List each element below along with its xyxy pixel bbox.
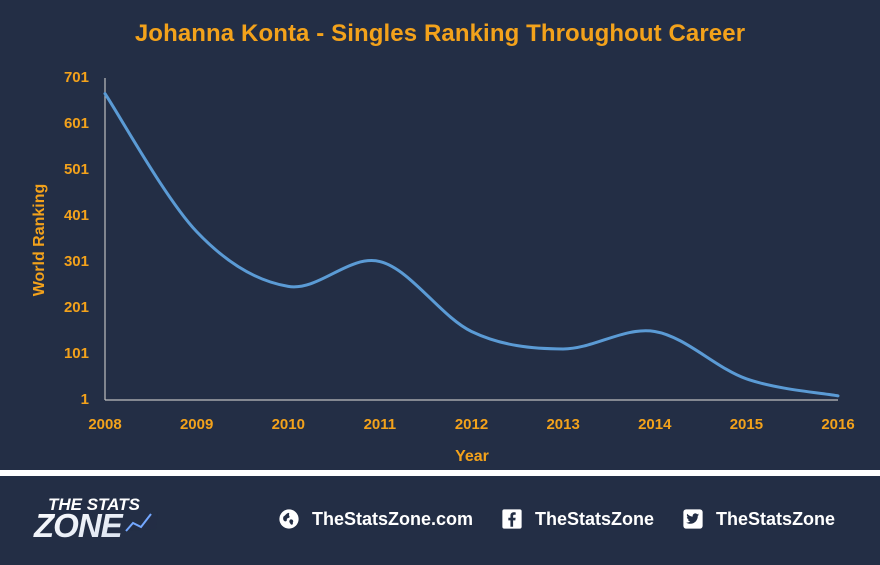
website-link[interactable]: TheStatsZone.com bbox=[278, 507, 473, 531]
y-tick-label-1: 101 bbox=[64, 345, 89, 362]
facebook-link[interactable]: TheStatsZone bbox=[501, 507, 654, 531]
social-links: TheStatsZone.com TheStatsZone TheStatsZo… bbox=[278, 507, 835, 531]
ranking-point-2014 bbox=[654, 330, 656, 332]
x-axis-title: Year bbox=[455, 448, 489, 465]
x-tick-label-3: 2011 bbox=[364, 416, 397, 433]
facebook-icon bbox=[502, 509, 522, 529]
ranking-point-2015 bbox=[745, 378, 747, 380]
y-tick-label-3: 301 bbox=[64, 253, 89, 270]
x-tick-label-8: 2016 bbox=[821, 416, 854, 433]
y-tick-label-0: 1 bbox=[81, 391, 89, 408]
ranking-point-2011 bbox=[379, 260, 381, 262]
footer-bar: THE STATS ZONE TheStatsZone.com TheStats bbox=[0, 476, 880, 565]
y-tick-label-4: 401 bbox=[64, 207, 89, 224]
ranking-point-2013 bbox=[562, 348, 564, 350]
svg-text:ZONE: ZONE bbox=[33, 507, 124, 544]
y-tick-label-5: 501 bbox=[64, 161, 89, 178]
ranking-point-2009 bbox=[195, 230, 197, 232]
chart-panel: Johanna Konta - Singles Ranking Througho… bbox=[0, 0, 880, 470]
x-tick-label-2: 2010 bbox=[272, 416, 305, 433]
ranking-point-2010 bbox=[287, 285, 289, 287]
y-axis-title: World Ranking bbox=[31, 184, 48, 297]
y-tick-label-6: 601 bbox=[64, 115, 89, 132]
twitter-icon bbox=[683, 509, 703, 529]
facebook-link-label: TheStatsZone bbox=[535, 508, 655, 529]
y-tick-label-7: 701 bbox=[64, 69, 89, 86]
line-chart: 1 101 201 301 401 501 601 701 2008 2009 2010 2011 20… bbox=[31, 69, 855, 465]
y-tick-label-2: 201 bbox=[64, 299, 89, 316]
x-tick-label-6: 2014 bbox=[638, 416, 672, 433]
ranking-point-2012 bbox=[470, 330, 472, 332]
x-tick-label-0: 2008 bbox=[88, 416, 121, 433]
chart-title: Johanna Konta - Singles Ranking Througho… bbox=[134, 20, 746, 47]
ranking-series-line bbox=[103, 92, 840, 398]
twitter-link[interactable]: TheStatsZone bbox=[682, 507, 835, 531]
x-tick-label-7: 2015 bbox=[730, 416, 763, 433]
website-link-label: TheStatsZone.com bbox=[312, 508, 474, 529]
twitter-link-label: TheStatsZone bbox=[716, 508, 836, 529]
ranking-point-2016 bbox=[837, 395, 839, 397]
x-tick-label-5: 2013 bbox=[546, 416, 579, 433]
x-tick-label-1: 2009 bbox=[180, 416, 213, 433]
x-tick-label-4: 2012 bbox=[455, 416, 488, 433]
svg-text:THE STATS: THE STATS bbox=[48, 495, 141, 514]
the-stats-zone-logo: THE STATS ZONE bbox=[33, 495, 158, 544]
globe-icon bbox=[279, 509, 299, 529]
ranking-point-2008 bbox=[104, 92, 106, 94]
